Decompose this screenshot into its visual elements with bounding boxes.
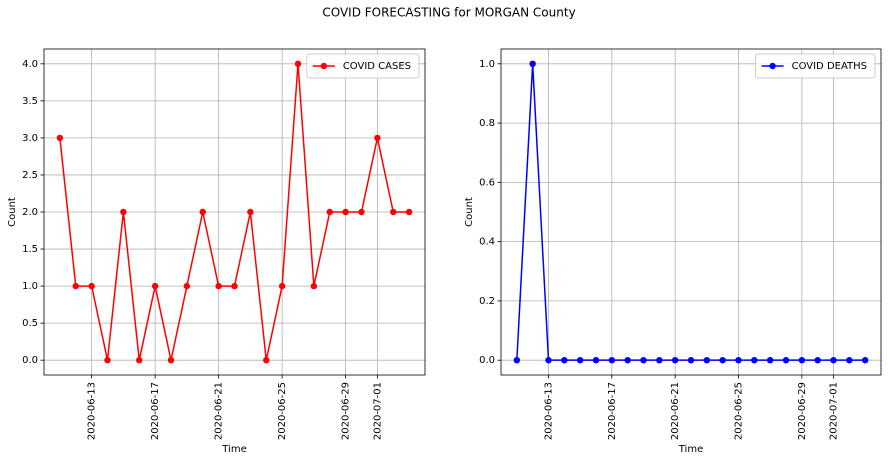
data-point [278, 282, 286, 290]
data-point [136, 356, 143, 364]
legend-box [306, 53, 420, 79]
data-point [72, 282, 79, 290]
data-point [151, 282, 159, 290]
x-tick-label: 2020-06-13 [87, 382, 98, 440]
data-point [199, 208, 206, 216]
data-point [294, 60, 302, 68]
data-point [529, 60, 536, 68]
data-point [374, 134, 381, 142]
legend-box [755, 53, 876, 79]
data-point [358, 208, 365, 216]
data-point [814, 356, 821, 364]
data-point [861, 356, 869, 364]
plot-frame [43, 48, 426, 376]
data-point [56, 134, 64, 142]
y-tick-label: 2.0 [22, 207, 38, 218]
x-tick-label: 2020-06-13 [544, 382, 555, 440]
y-tick-label: 0.6 [479, 177, 495, 188]
x-tick-label: 2020-06-29 [797, 382, 808, 440]
data-point [830, 356, 837, 364]
data-point [183, 282, 191, 290]
data-point [798, 356, 806, 364]
data-point [671, 356, 679, 364]
data-point [405, 208, 413, 216]
y-tick-label: 1.0 [479, 59, 495, 70]
y-tick-label: 0.8 [479, 118, 495, 129]
data-point [88, 282, 95, 290]
data-point [687, 356, 695, 364]
x-tick-label: 2020-06-25 [734, 382, 745, 440]
data-point [592, 356, 600, 364]
data-point [576, 356, 584, 364]
y-tick-label: 0.0 [479, 355, 495, 366]
y-tick-label: 2.5 [22, 170, 38, 181]
x-tick-label: 2020-06-21 [214, 382, 225, 440]
x-tick-label: 2020-06-29 [341, 382, 352, 440]
data-point [719, 356, 726, 364]
data-point [608, 356, 616, 364]
data-point [640, 356, 647, 364]
figure-title: COVID FORECASTING for MORGAN County [322, 6, 575, 20]
x-tick-label: 2020-06-21 [670, 382, 681, 440]
y-tick-label: 1.5 [22, 244, 38, 255]
data-point [104, 356, 111, 364]
y-axis-label: Count [464, 197, 475, 227]
data-point [247, 208, 254, 216]
data-point [735, 356, 742, 364]
x-tick-label: 2020-07-01 [829, 382, 840, 440]
y-tick-label: 0.4 [479, 237, 495, 248]
data-point [545, 356, 552, 364]
data-point [751, 356, 758, 364]
data-point [326, 208, 333, 216]
legend: COVID DEATHS [755, 53, 876, 79]
x-tick-label: 2020-06-17 [150, 382, 161, 440]
y-tick-label: 0.0 [22, 355, 38, 366]
data-point [561, 356, 568, 364]
data-point [513, 356, 521, 364]
x-tick-label: 2020-06-25 [277, 382, 288, 440]
data-point [167, 356, 175, 364]
data-point [390, 208, 397, 216]
data-point [656, 356, 663, 364]
y-tick-label: 4.0 [22, 59, 38, 70]
legend-label: COVID DEATHS [792, 61, 867, 72]
data-point [766, 356, 774, 364]
data-point [215, 282, 222, 290]
x-tick-label: 2020-06-17 [607, 382, 618, 440]
y-tick-label: 1.0 [22, 281, 38, 292]
legend-marker [320, 62, 328, 70]
x-axis-label: Time [221, 444, 246, 455]
data-point [846, 356, 853, 364]
data-point [263, 356, 270, 364]
x-axis-label: Time [678, 444, 703, 455]
legend-marker [769, 62, 776, 70]
y-tick-label: 3.0 [22, 133, 38, 144]
y-tick-label: 0.5 [22, 318, 38, 329]
data-point [782, 356, 790, 364]
data-point [231, 282, 238, 290]
legend: COVID CASES [306, 53, 420, 79]
y-tick-label: 3.5 [22, 96, 38, 107]
data-point [342, 208, 349, 216]
data-point [624, 356, 631, 364]
y-tick-label: 0.2 [479, 296, 495, 307]
data-point [703, 356, 711, 364]
legend-label: COVID CASES [343, 61, 411, 72]
x-tick-label: 2020-07-01 [372, 382, 383, 440]
data-point [120, 208, 127, 216]
data-line [516, 63, 866, 361]
plot-frame [500, 48, 882, 376]
data-point [310, 282, 318, 290]
y-axis-label: Count [7, 197, 18, 227]
